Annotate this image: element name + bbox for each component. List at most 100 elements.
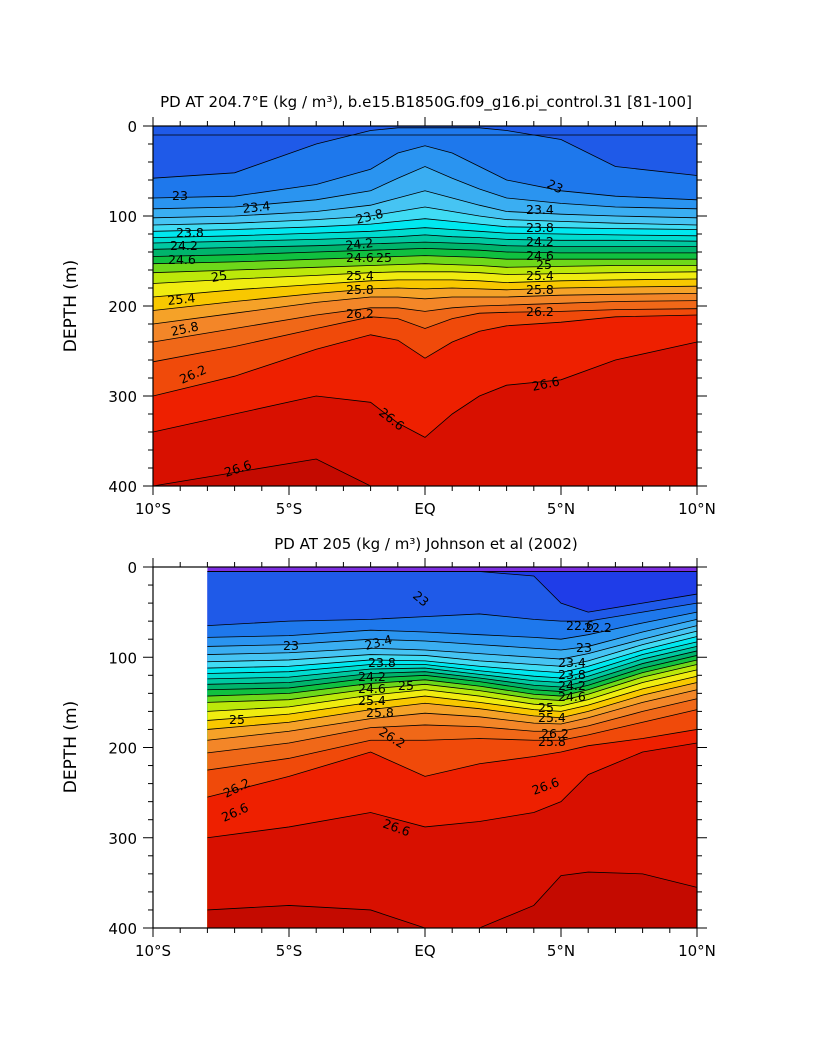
- contour-line: [152, 293, 698, 325]
- contour-line: [207, 659, 698, 697]
- contour-label: 23.8: [354, 206, 385, 227]
- contour-label: 25: [210, 267, 228, 285]
- contour-line: [207, 636, 698, 673]
- bottom-contour-panel: PD AT 205 (kg / m³) Johnson et al (2002)…: [61, 535, 716, 960]
- contour-label: 26.2: [526, 304, 554, 319]
- contour-line: [152, 314, 698, 397]
- contour-label: 23.4: [363, 632, 394, 653]
- contour-label: 23: [576, 640, 592, 655]
- contour-line: [207, 618, 698, 651]
- y-tick-label: 300: [108, 388, 137, 406]
- contour-line: [207, 650, 698, 688]
- contour-label: 24.2: [526, 234, 554, 249]
- contour-label: 25.8: [366, 705, 394, 720]
- x-tick-label: 5°S: [276, 500, 303, 518]
- contour-line: [152, 271, 698, 284]
- contour-label: 23.4: [242, 198, 271, 216]
- x-tick-label: EQ: [414, 500, 435, 518]
- contour-label: 25: [398, 678, 414, 693]
- bottom-panel-title: PD AT 205 (kg / m³) Johnson et al (2002): [274, 535, 577, 553]
- contour-line: [207, 742, 698, 839]
- y-tick-label: 0: [127, 118, 137, 136]
- contour-line: [152, 166, 698, 210]
- contour-label: 23.4: [526, 202, 554, 217]
- contour-label: 24.6: [346, 250, 374, 265]
- contour-label: 22.2: [584, 620, 612, 635]
- contour-band: [153, 342, 697, 486]
- contour-line: [152, 241, 697, 250]
- contour-line: [207, 675, 698, 721]
- bottom-y-axis-label: DEPTH (m): [61, 701, 81, 793]
- x-tick-label: 5°N: [547, 500, 575, 518]
- contour-label: 25.8: [346, 282, 374, 297]
- top-contour-panel: PD AT 204.7°E (kg / m³), b.e15.B1850G.f0…: [61, 93, 716, 518]
- contour-line: [152, 127, 698, 179]
- contour-label: 26.2: [541, 726, 569, 741]
- contour-label: 25: [536, 257, 552, 272]
- contour-line: [207, 571, 698, 613]
- contour-label: 23.8: [526, 220, 554, 235]
- contour-line: [207, 709, 698, 771]
- contour-line: [207, 655, 698, 692]
- contour-line: [152, 278, 698, 298]
- contour-line: [152, 218, 698, 232]
- contour-label: 23.8: [558, 667, 586, 682]
- x-tick-label: 10°N: [678, 942, 716, 960]
- contour-line: [207, 630, 698, 667]
- contour-label: 25.8: [526, 282, 554, 297]
- y-tick-label: 400: [108, 920, 137, 938]
- contour-line: [207, 698, 698, 754]
- y-tick-label: 400: [108, 478, 137, 496]
- contour-label: 25: [538, 700, 554, 715]
- top-axis-ticks: 10°S 5°S EQ 5°N 10°N 0 100 200 300 400: [108, 117, 716, 518]
- contour-line: [207, 602, 698, 627]
- contour-label: 25.8: [170, 318, 200, 338]
- contour-label: 24.6: [526, 248, 554, 263]
- contour-label: 24.6: [358, 681, 386, 696]
- x-tick-label: 10°S: [135, 942, 171, 960]
- contour-line: [207, 689, 698, 741]
- contour-label: 25.4: [167, 290, 196, 308]
- contour-label: 25: [376, 250, 392, 265]
- contour-label: 25.4: [358, 693, 386, 708]
- y-tick-label: 0: [127, 559, 137, 577]
- contour-label: 24.6: [558, 689, 586, 704]
- bottom-axis-ticks: 10°S 5°S EQ 5°N 10°N 0 100 200 300 400: [108, 558, 716, 960]
- contour-line: [207, 625, 698, 660]
- contour-line: [207, 664, 698, 703]
- contour-band: [153, 459, 697, 486]
- y-tick-label: 300: [108, 830, 137, 848]
- contour-line: [152, 190, 698, 219]
- contour-line: [152, 341, 698, 438]
- contour-label: 23.4: [558, 655, 586, 670]
- contour-line: [152, 255, 697, 265]
- contour-line: [207, 611, 698, 640]
- x-tick-label: 5°N: [547, 942, 575, 960]
- top-contour-fills: [153, 126, 697, 487]
- contour-label: 24.2: [170, 238, 198, 253]
- contour-line: [152, 247, 697, 257]
- contour-label: 25: [229, 712, 245, 727]
- contour-label: 24.2: [558, 678, 586, 693]
- contour-label: 26.2: [346, 306, 374, 321]
- x-tick-label: EQ: [414, 942, 435, 960]
- contour-label: 24.2: [345, 235, 374, 253]
- contour-line: [152, 308, 698, 363]
- contour-line: [152, 300, 698, 343]
- y-tick-label: 100: [108, 208, 137, 226]
- contour-label: 23.8: [368, 655, 396, 670]
- bottom-contour-fills: [207, 567, 697, 928]
- contour-label: 25.4: [346, 268, 374, 283]
- contour-line: [207, 641, 698, 679]
- y-tick-label: 200: [108, 298, 137, 316]
- top-y-axis-label: DEPTH (m): [61, 260, 81, 352]
- contour-line: [207, 669, 698, 712]
- x-tick-label: 5°S: [276, 942, 303, 960]
- top-contour-labels: 23 23 23.4 23.4 23.8 23.8 23.8 24.2 24.2…: [167, 176, 566, 480]
- x-tick-label: 10°N: [678, 500, 716, 518]
- contour-label: 23: [172, 188, 188, 203]
- bottom-contour-lines: [207, 571, 698, 929]
- top-contour-lines: [152, 127, 698, 487]
- contour-line: [152, 206, 698, 226]
